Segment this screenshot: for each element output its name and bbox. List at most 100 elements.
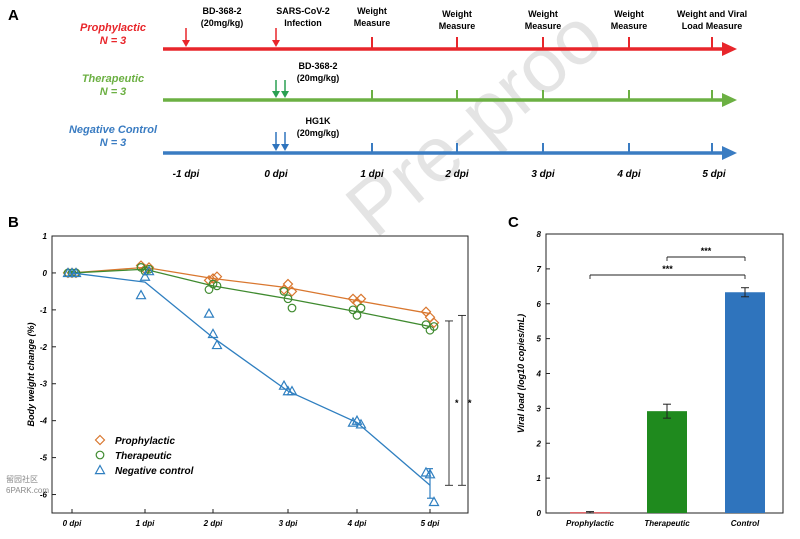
day-label: 1 dpi	[360, 169, 384, 180]
panel-c-letter: C	[508, 214, 519, 231]
timeline-therapeutic: BD-368-2 (20mg/kg)	[163, 61, 737, 107]
timeline-group-labels: Prophylactic N = 3 Therapeutic N = 3 Neg…	[69, 22, 158, 149]
panel-a-letter: A	[8, 7, 19, 24]
corner-mark-line2: 6PARK.com	[6, 486, 49, 495]
series-prophylactic	[62, 260, 440, 329]
bd368-label-line1: BD-368-2	[202, 6, 241, 16]
data-point-negative-control	[286, 385, 298, 396]
y-axis-title: Body weight change (%)	[26, 322, 36, 426]
x-tick-label: 0 dpi	[63, 519, 82, 528]
timeline-day-labels: -1 dpi 0 dpi 1 dpi 2 dpi 3 dpi 4 dpi 5 d…	[173, 169, 726, 180]
bd368-label-line2: (20mg/kg)	[201, 18, 244, 28]
data-point-therapeutic	[352, 311, 362, 320]
data-point-therapeutic	[429, 322, 439, 331]
control-dose-arrowhead-a	[272, 144, 280, 151]
data-point-negative-control	[139, 270, 151, 281]
data-point-negative-control	[428, 496, 440, 507]
weight2-label-line1: Weight	[442, 9, 472, 19]
y-tick-label: 0	[43, 269, 48, 278]
significance-stars: ***	[701, 246, 712, 256]
data-point-negative-control	[278, 379, 290, 390]
y-axis-title: Viral load (log10 copies/mL)	[516, 314, 526, 433]
group-label-negative-control: Negative Control	[69, 124, 158, 136]
infection-arrowhead	[272, 40, 280, 47]
series-line-negative-control	[71, 272, 431, 486]
y-tick-label: 4	[536, 370, 542, 379]
weight2-label-line2: Measure	[439, 21, 476, 31]
group-n-therapeutic: N = 3	[100, 86, 127, 98]
infection-label-line2: Infection	[284, 18, 322, 28]
control-dose-arrowhead-b	[281, 144, 289, 151]
data-point-prophylactic	[282, 278, 294, 290]
therapeutic-dose-arrowhead-a	[272, 91, 280, 98]
legend-marker-therapeutic	[95, 450, 105, 460]
timeline-arrowhead-prophylactic	[722, 42, 737, 56]
data-point-prophylactic	[286, 286, 298, 297]
legend-label-prophylactic: Prophylactic	[115, 436, 175, 447]
infection-label-line1: SARS-CoV-2	[276, 6, 330, 16]
x-tick-label: 2 dpi	[203, 519, 223, 528]
data-point-prophylactic	[207, 273, 219, 284]
weight1-label-line1: Weight	[357, 6, 387, 16]
weight3-label-line1: Weight	[528, 9, 558, 19]
timeline-prophylactic	[163, 28, 737, 56]
day-label: -1 dpi	[173, 169, 200, 180]
data-point-prophylactic	[211, 271, 223, 282]
significance-star: *	[455, 398, 459, 408]
final-label-line2: Load Measure	[682, 21, 743, 31]
data-point-negative-control	[143, 265, 155, 276]
panel-b-letter: B	[8, 214, 19, 231]
y-tick-label: 0	[537, 509, 542, 518]
data-point-therapeutic	[208, 279, 218, 289]
group-label-therapeutic: Therapeutic	[82, 73, 144, 85]
data-point-negative-control	[70, 267, 82, 278]
weight-change-chart: 1 0 -1 -2 -3 -4 -5 -6 0 dpi 1 dpi 2 dpi 3 dpi 4 dpi 5…	[26, 232, 472, 528]
y-tick-label: -1	[40, 306, 48, 315]
x-tick-label: 3 dpi	[279, 519, 298, 528]
data-point-therapeutic	[283, 294, 293, 304]
y-tick-label: -6	[40, 491, 48, 500]
corner-mark-line1: 留园社区	[6, 474, 38, 484]
weight3-label-line2: Measure	[525, 21, 562, 31]
group-n-prophylactic: N = 3	[100, 35, 127, 47]
timeline-arrowhead-therapeutic	[722, 93, 737, 107]
x-tick-label-prophylactic: Prophylactic	[566, 519, 615, 528]
data-point-therapeutic	[287, 303, 297, 313]
x-tick-label: 1 dpi	[136, 519, 155, 528]
x-tick-label-therapeutic: Therapeutic	[644, 519, 690, 528]
data-point-negative-control	[355, 418, 367, 429]
data-point-therapeutic	[204, 285, 214, 294]
y-tick-label: 2	[536, 439, 542, 448]
data-point-negative-control	[351, 414, 363, 425]
x-tick-label: 4 dpi	[347, 519, 367, 528]
series-line-therapeutic	[71, 268, 431, 328]
legend: Prophylactic Therapeutic Negative control	[94, 434, 194, 477]
y-tick-label: 8	[537, 230, 542, 239]
legend-marker-negative-control	[94, 464, 106, 475]
y-tick-label: 3	[537, 404, 542, 413]
y-tick-label: 1	[537, 474, 542, 483]
data-point-therapeutic	[356, 303, 366, 313]
x-tick-label-control: Control	[731, 519, 760, 528]
weight1-label-line2: Measure	[354, 18, 391, 28]
y-tick-label: 1	[43, 232, 48, 241]
data-point-negative-control	[347, 416, 359, 427]
bar-therapeutic	[647, 411, 687, 513]
data-point-prophylactic	[428, 317, 440, 329]
control-dose-line1: HG1K	[305, 116, 331, 126]
control-dose-line2: (20mg/kg)	[297, 128, 340, 138]
significance-star: *	[468, 398, 472, 408]
final-label-line1: Weight and Viral	[677, 9, 747, 19]
series-line-prophylactic	[71, 266, 431, 315]
timeline-top-labels: BD-368-2 (20mg/kg) SARS-CoV-2 Infection …	[201, 6, 747, 31]
data-point-therapeutic	[212, 281, 222, 291]
group-label-prophylactic: Prophylactic	[80, 22, 146, 34]
significance-stars: ***	[662, 264, 673, 274]
data-point-negative-control	[211, 339, 223, 350]
day-label: 3 dpi	[531, 169, 555, 180]
data-point-therapeutic	[279, 287, 289, 296]
therapeutic-dose-line1: BD-368-2	[298, 61, 337, 71]
bar-control	[725, 292, 765, 513]
legend-label-negative-control: Negative control	[115, 466, 194, 477]
